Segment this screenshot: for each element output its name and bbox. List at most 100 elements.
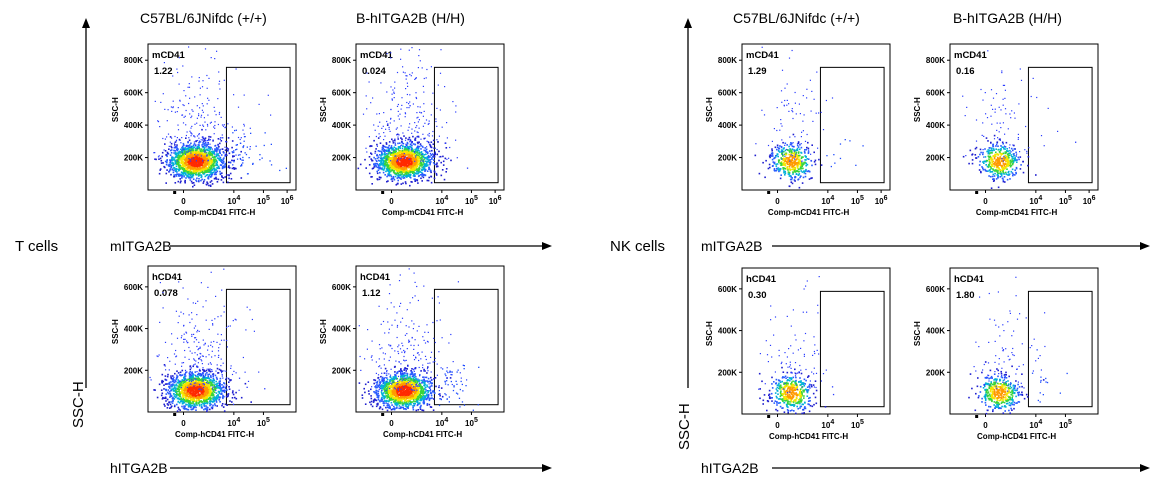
event-dot	[424, 170, 426, 172]
event-dot	[397, 179, 399, 182]
event-dot	[397, 156, 400, 159]
event-dot	[179, 181, 182, 184]
event-dot	[416, 164, 419, 167]
event-dot	[437, 84, 439, 86]
event-dot	[400, 108, 402, 110]
event-dot	[207, 155, 209, 157]
event-dot	[181, 114, 183, 116]
event-dot	[215, 398, 217, 400]
event-dot	[452, 101, 454, 103]
event-dot	[174, 161, 176, 163]
event-dot	[195, 401, 197, 403]
event-dot	[207, 373, 209, 376]
event-dot	[192, 376, 194, 378]
event-dot	[215, 153, 218, 155]
event-dot	[208, 158, 210, 160]
event-dot	[410, 171, 413, 173]
event-dot	[175, 378, 178, 380]
event-dot	[203, 171, 205, 174]
event-dot	[174, 388, 177, 391]
event-dot	[214, 124, 216, 127]
event-dot	[388, 157, 390, 160]
event-dot	[202, 80, 204, 82]
x-tick-label: 106	[489, 195, 502, 206]
event-dot	[445, 147, 448, 149]
event-dot	[385, 161, 388, 164]
gate-event-dot	[232, 132, 234, 134]
event-dot	[200, 139, 202, 141]
event-dot	[415, 147, 418, 150]
event-dot	[196, 156, 198, 158]
gate-event-dot	[245, 153, 248, 156]
event-dot	[410, 140, 412, 142]
event-dot	[206, 144, 209, 146]
event-dot	[172, 161, 174, 164]
y-tick-label: 600K	[124, 89, 143, 98]
event-dot	[418, 157, 420, 159]
col-header-t-wt: C57BL/6JNifdc (+/+)	[140, 10, 267, 26]
event-dot	[178, 150, 180, 153]
event-dot	[189, 373, 191, 375]
event-dot	[194, 136, 196, 138]
event-dot	[167, 389, 170, 391]
event-dot	[218, 145, 220, 148]
event-dot	[402, 153, 404, 155]
event-dot	[194, 389, 196, 391]
event-dot	[436, 125, 438, 127]
gate-event-dot	[241, 163, 243, 166]
event-dot	[417, 159, 420, 162]
event-dot	[191, 374, 194, 377]
event-dot	[208, 160, 211, 163]
event-dot	[200, 374, 203, 376]
event-dot	[174, 141, 177, 143]
event-dot	[212, 375, 214, 378]
event-dot	[205, 384, 208, 387]
event-dot	[181, 158, 184, 160]
event-dot	[380, 82, 382, 84]
event-dot	[213, 166, 215, 168]
event-dot	[185, 177, 187, 179]
event-dot	[401, 138, 403, 140]
event-dot	[386, 165, 389, 168]
event-dot	[400, 156, 402, 158]
event-dot	[220, 179, 223, 181]
event-dot	[169, 396, 171, 398]
event-dot	[209, 402, 211, 404]
event-dot	[412, 169, 415, 171]
zero-marker	[173, 191, 177, 194]
event-dot	[172, 100, 174, 102]
event-dot	[399, 162, 402, 164]
event-dot	[414, 139, 416, 141]
event-dot	[383, 166, 386, 168]
event-dot	[209, 176, 212, 178]
event-dot	[169, 141, 171, 143]
event-dot	[183, 381, 186, 383]
event-dot	[164, 375, 167, 377]
event-dot	[215, 146, 218, 149]
event-dot	[203, 152, 206, 154]
event-dot	[174, 151, 177, 154]
event-dot	[204, 393, 206, 395]
event-dot	[191, 109, 193, 111]
event-dot	[202, 306, 204, 308]
event-dot	[226, 147, 228, 149]
event-dot	[204, 144, 206, 146]
event-dot	[208, 163, 211, 166]
event-dot	[409, 169, 412, 172]
event-dot	[195, 162, 198, 164]
event-dot	[194, 169, 197, 172]
event-dot	[244, 382, 247, 385]
event-dot	[194, 395, 197, 397]
event-dot	[425, 149, 427, 152]
event-dot	[205, 405, 207, 407]
event-dot	[194, 162, 197, 164]
event-dot	[164, 405, 166, 407]
event-dot	[193, 146, 195, 148]
event-dot	[392, 163, 395, 165]
x-tick-label: 106	[281, 195, 294, 206]
event-dot	[396, 172, 399, 174]
event-dot	[188, 358, 190, 360]
event-dot	[199, 107, 201, 109]
event-dot	[223, 382, 226, 385]
